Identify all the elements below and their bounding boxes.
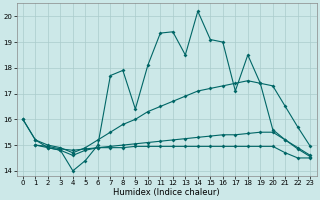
X-axis label: Humidex (Indice chaleur): Humidex (Indice chaleur) <box>113 188 220 197</box>
